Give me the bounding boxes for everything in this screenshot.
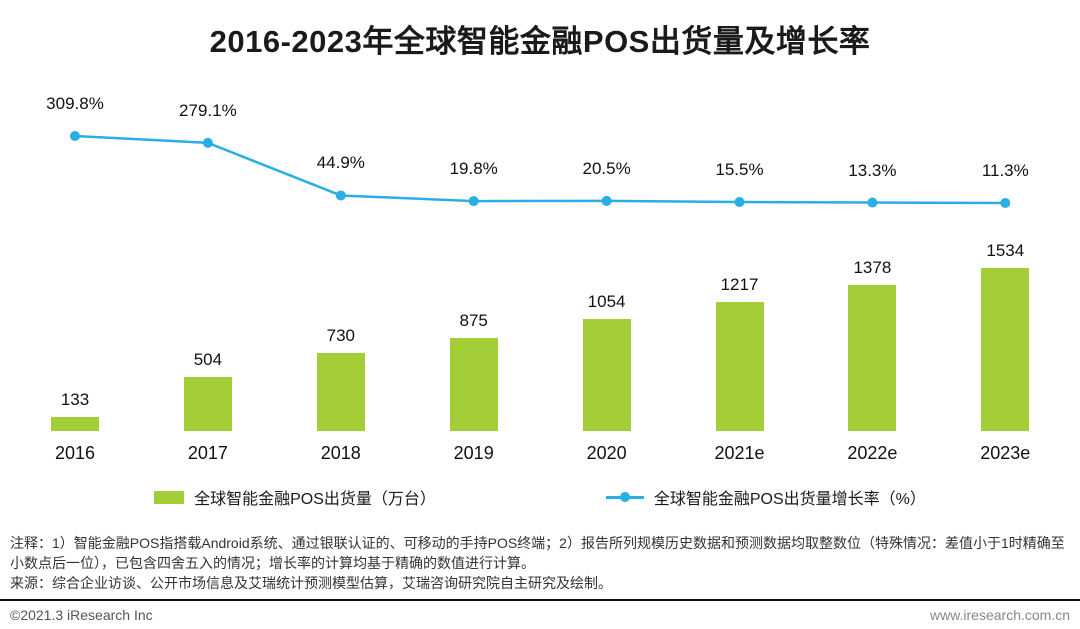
line-point — [1000, 198, 1011, 208]
x-axis-label-2022e: 2022e — [847, 443, 898, 463]
bar-2021e — [715, 302, 764, 431]
growth-rate-label: 279.1% — [179, 100, 237, 120]
note-line: 注释：1）智能金融POS指搭载Android系统、通过银联认证的、可移动的手持P… — [10, 535, 1065, 571]
growth-rate-label: 15.5% — [715, 160, 764, 180]
bar-2017 — [183, 377, 232, 431]
legend-item-growth: 全球智能金融POS出货量增长率（%） — [605, 485, 926, 509]
line-point — [202, 137, 213, 148]
bar-line-chart: 133 2016 309.8% 504 2017 279.1% 730 2018 44.9% 87… — [0, 69, 1080, 469]
growth-rate-label: 13.3% — [848, 160, 897, 180]
bar-2019 — [449, 338, 498, 431]
line-point — [734, 197, 745, 208]
x-axis-label-2017: 2017 — [187, 443, 228, 463]
growth-rate-label: 11.3% — [981, 161, 1029, 180]
legend-line-swatch — [605, 492, 644, 502]
legend-line-dot — [619, 492, 630, 502]
growth-line-svg — [70, 130, 1011, 208]
bar-value-label: 133 — [60, 390, 90, 409]
x-axis-label-2018: 2018 — [320, 443, 361, 463]
x-axis-label-2023e: 2023e — [980, 443, 1031, 463]
bar-value-label: 875 — [459, 311, 488, 330]
bar-2020 — [582, 319, 631, 431]
footer-url: www.iresearch.com.cn — [929, 607, 1070, 623]
legend-line-label: 全球智能金融POS出货量增长率（%） — [653, 491, 926, 508]
bar-value-label: 1378 — [853, 258, 892, 277]
line-point — [601, 195, 612, 206]
bar-2016 — [51, 417, 99, 431]
line-point — [468, 196, 479, 207]
line-point — [867, 197, 878, 208]
bar-value-label: 1054 — [587, 292, 626, 311]
legend-bar-swatch — [154, 490, 185, 504]
source-line: 来源：综合企业访谈、公开市场信息及艾瑞统计预测模型估算，艾瑞咨询研究院自主研究及… — [10, 575, 612, 591]
notes-block: 注释：1）智能金融POS指搭载Android系统、通过银联认证的、可移动的手持P… — [0, 533, 1080, 593]
bar-2018 — [316, 353, 365, 431]
bar-2022e — [848, 285, 897, 431]
footer-bar: ©2021.3 iResearch Inc www.iresearch.com.… — [0, 599, 1080, 629]
legend-bar-label: 全球智能金融POS出货量（万台） — [194, 491, 436, 508]
x-axis-label-2021e: 2021e — [714, 443, 765, 463]
growth-rate-label: 19.8% — [449, 159, 498, 179]
x-axis-label-2019: 2019 — [453, 443, 494, 463]
bar-2023e — [981, 268, 1030, 431]
bar-value-label: 730 — [326, 326, 355, 345]
growth-rate-label: 20.5% — [582, 158, 631, 178]
growth-rate-label: 44.9% — [316, 153, 365, 173]
bar-value-label: 504 — [193, 350, 223, 369]
line-point — [70, 130, 80, 141]
chart-title: 2016-2023年全球智能金融POS出货量及增长率 — [209, 24, 871, 59]
line-point — [335, 190, 346, 201]
bar-value-label: 1217 — [720, 275, 759, 294]
x-axis-label-2016: 2016 — [54, 443, 96, 463]
growth-rate-label: 309.8% — [46, 93, 104, 113]
x-axis-label-2020: 2020 — [586, 443, 627, 463]
growth-line — [74, 134, 1006, 205]
legend-item-shipments: 全球智能金融POS出货量（万台） — [154, 485, 436, 509]
chart-legend: 全球智能金融POS出货量（万台） 全球智能金融POS出货量增长率（%） — [0, 485, 1080, 509]
bar-value-label: 1534 — [986, 241, 1025, 260]
footer-copyright: ©2021.3 iResearch Inc — [10, 607, 153, 623]
